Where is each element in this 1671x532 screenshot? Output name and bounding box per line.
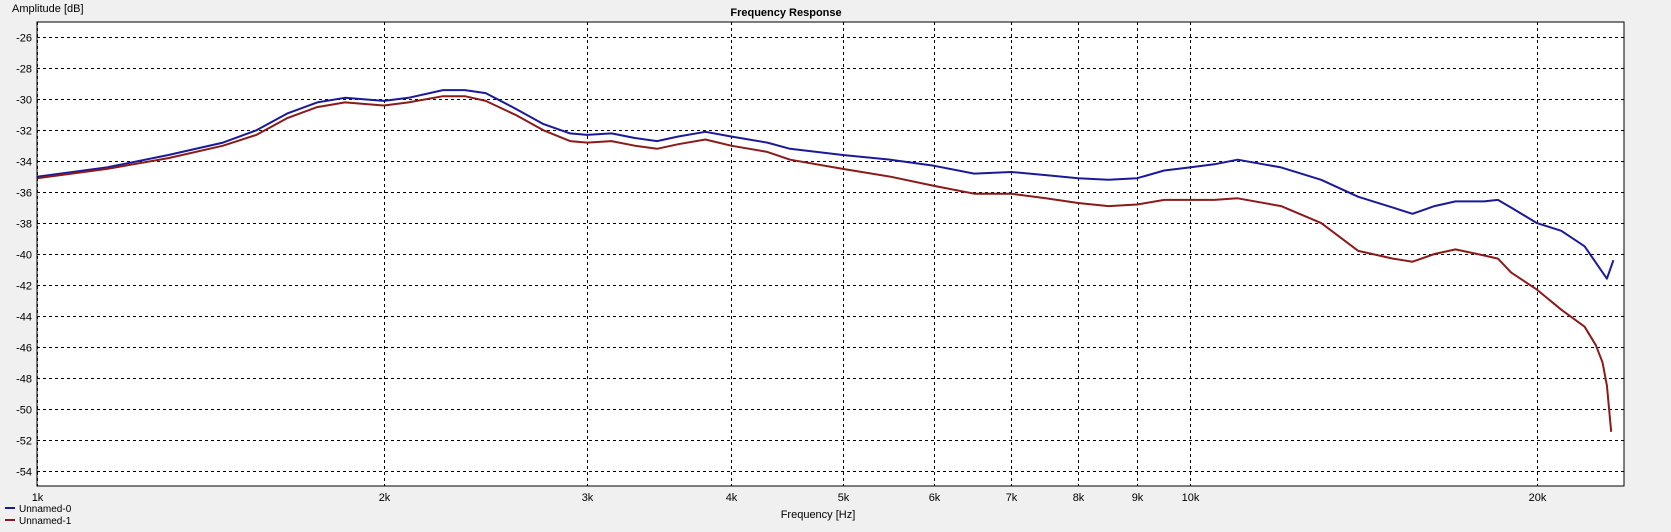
legend-label: Unnamed-0: [19, 504, 72, 515]
y-tick-label: -46: [16, 343, 32, 355]
x-tick-label: 8k: [1073, 492, 1085, 504]
x-tick-label: 2k: [379, 492, 391, 504]
y-tick-label: -26: [16, 33, 32, 45]
x-tick-label: 1k: [32, 492, 44, 504]
y-tick-labels: -26 -28 -30 -32 -34 -36 -38 -40 -42 -44 -46 -48 -50 -…: [16, 33, 32, 479]
y-axis-title: Amplitude [dB]: [12, 3, 84, 15]
x-tick-label: 9k: [1132, 492, 1144, 504]
y-tick-label: -48: [16, 374, 32, 386]
x-tick-label: 7k: [1006, 492, 1018, 504]
x-tick-label: 4k: [726, 492, 738, 504]
y-tick-label: -34: [16, 157, 32, 169]
y-tick-label: -52: [16, 436, 32, 448]
series-line-unnamed-0: [36, 89, 1615, 280]
x-tick-label: 6k: [929, 492, 941, 504]
series-line-unnamed-1: [36, 95, 1613, 432]
x-tick-labels: 1k 2k 3k 4k 5k 6k 7k 8k 9k 10k 20k: [32, 492, 1547, 504]
y-tick-label: -36: [16, 188, 32, 200]
y-tick-label: -32: [16, 126, 32, 138]
x-tick-label: 20k: [1529, 492, 1547, 504]
x-tick-label: 3k: [582, 492, 594, 504]
grid-lines: [37, 22, 1624, 486]
series-layer: [36, 89, 1615, 432]
y-tick-label: -28: [16, 64, 32, 76]
x-axis-title: Frequency [Hz]: [781, 509, 856, 521]
plot-border: [36, 21, 1625, 487]
legend-label: Unnamed-1: [19, 516, 72, 527]
y-tick-label: -38: [16, 219, 32, 231]
y-tick-label: -54: [16, 467, 32, 479]
x-tick-label: 10k: [1182, 492, 1200, 504]
y-tick-label: -40: [16, 250, 32, 262]
x-tick-label: 5k: [838, 492, 850, 504]
y-tick-label: -50: [16, 405, 32, 417]
y-tick-label: -44: [16, 312, 32, 324]
y-tick-label: -30: [16, 95, 32, 107]
y-tick-label: -42: [16, 281, 32, 293]
chart-title: Frequency Response: [730, 7, 841, 19]
